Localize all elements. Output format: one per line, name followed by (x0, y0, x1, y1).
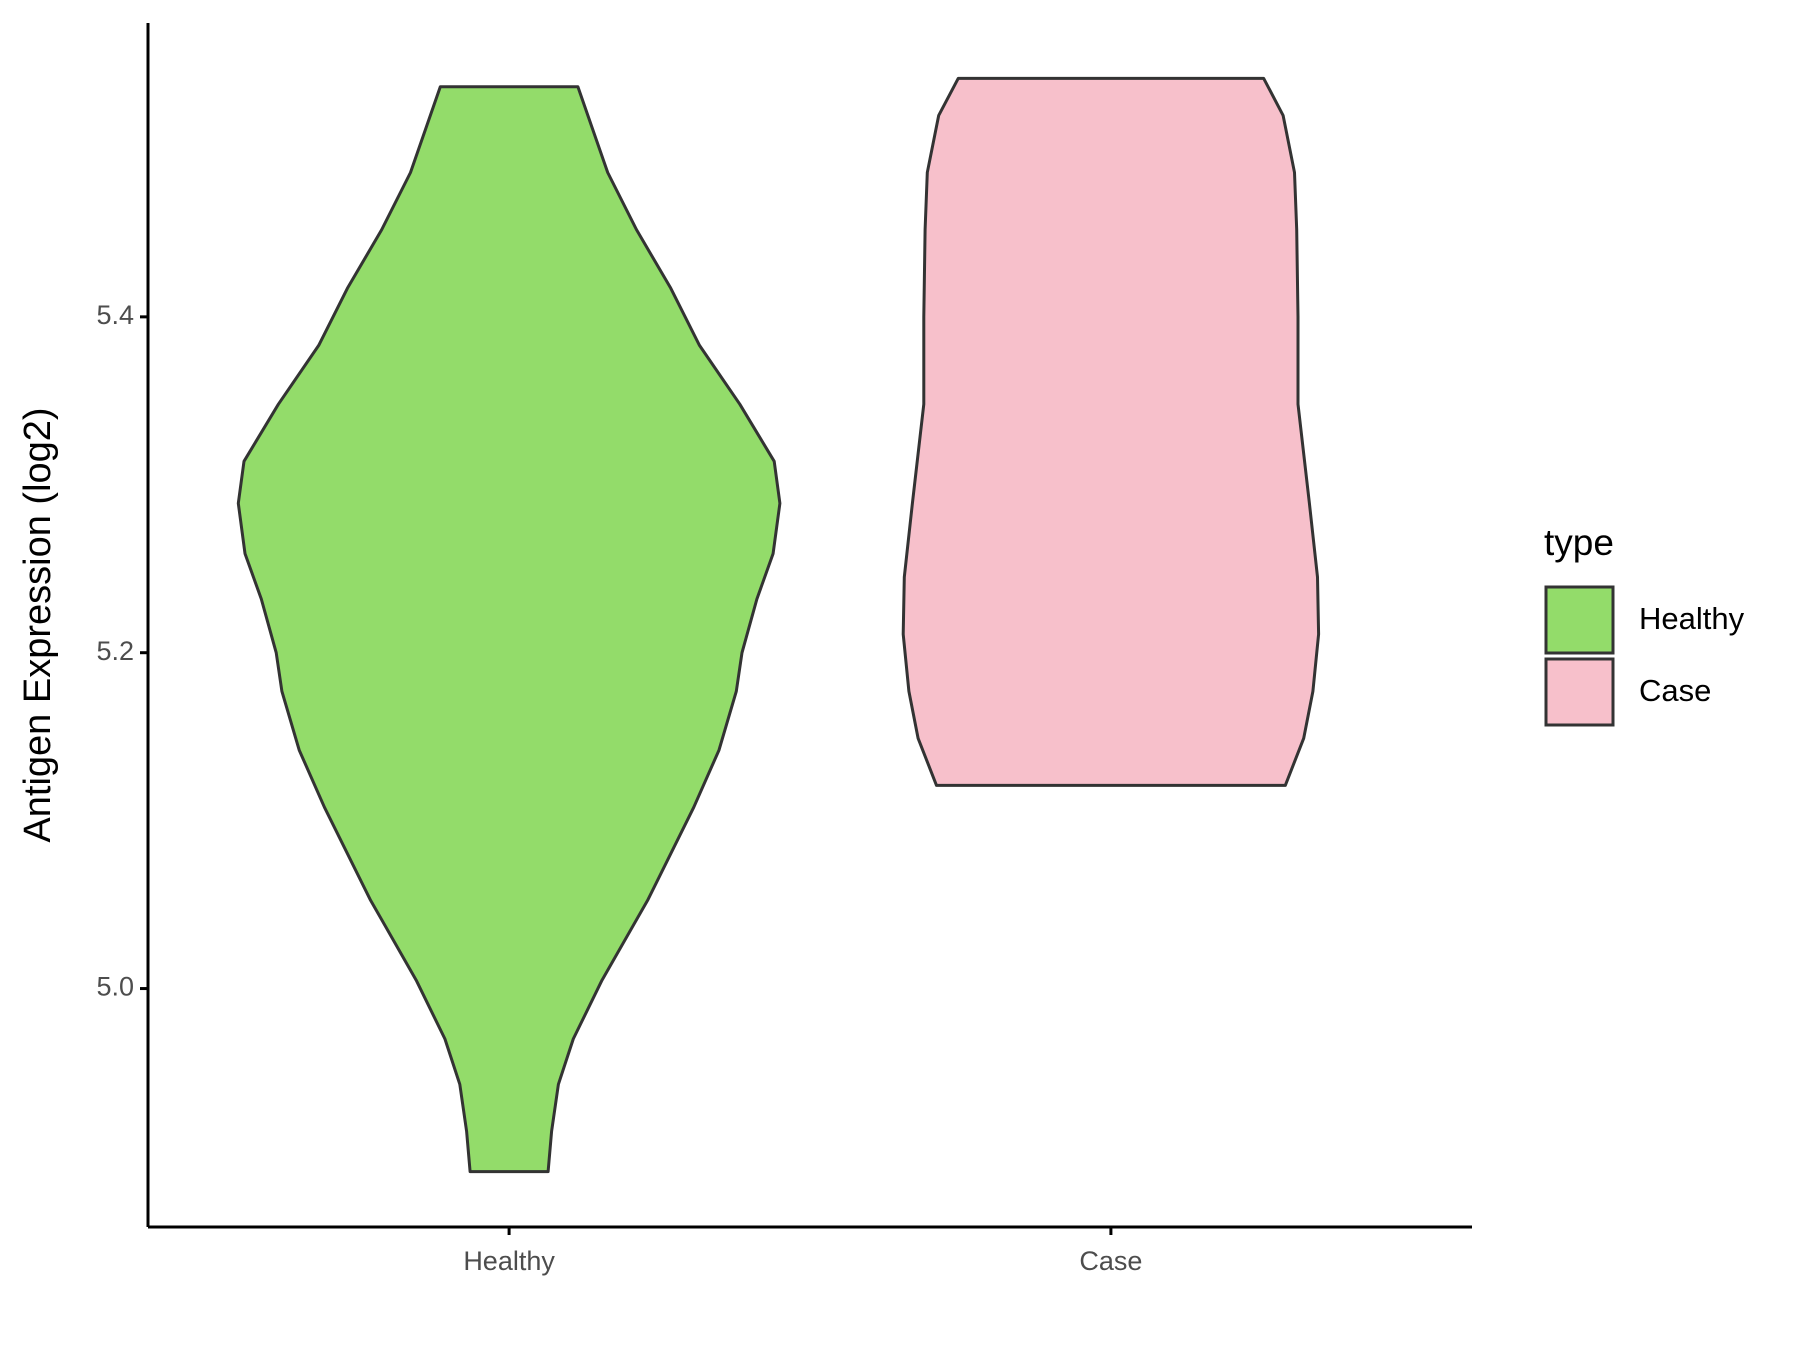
x-tick-label: Healthy (463, 1246, 555, 1276)
legend-key (1544, 585, 1615, 655)
y-tick-label: 5.4 (96, 300, 134, 330)
legend-title: type (1544, 522, 1614, 563)
legend-label: Case (1639, 673, 1711, 708)
x-tick-label: Case (1079, 1246, 1142, 1276)
violin (901, 76, 1321, 787)
legend-label: Healthy (1639, 601, 1745, 636)
y-axis-title: Antigen Expression (log2) (17, 407, 59, 842)
legend-key (1544, 657, 1615, 727)
y-tick-label: 5.2 (96, 636, 134, 666)
violin (236, 85, 782, 1174)
y-tick-label: 5.0 (96, 972, 134, 1002)
